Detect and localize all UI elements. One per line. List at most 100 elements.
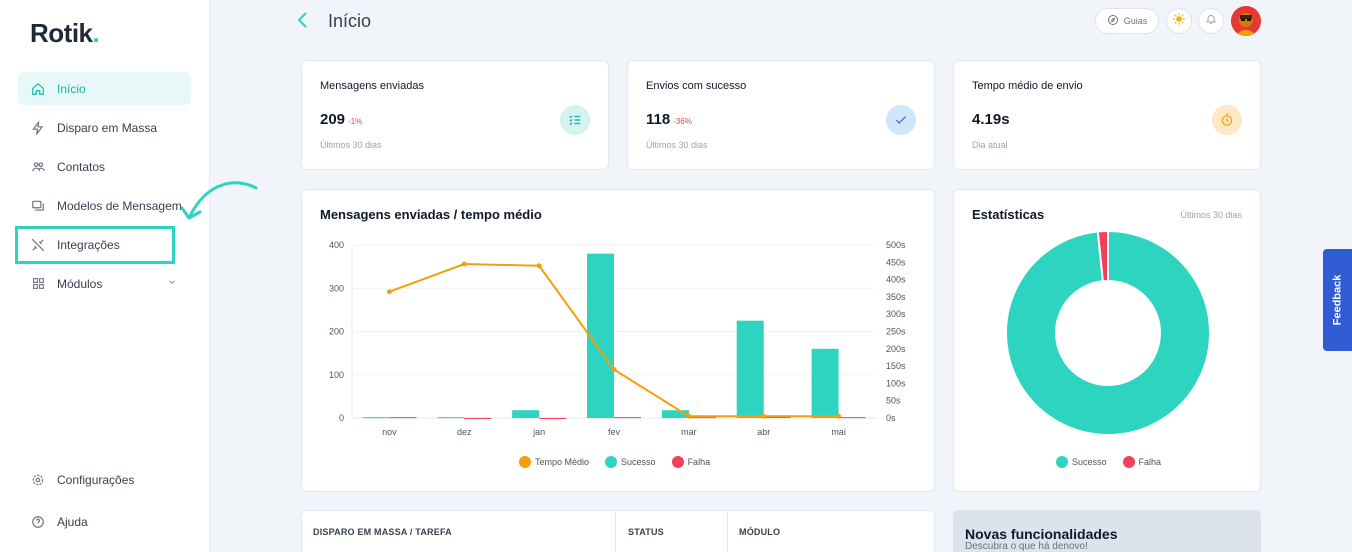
sidebar-item-inicio[interactable]: Início — [18, 72, 191, 105]
stat-value: 4.19s — [972, 111, 1010, 128]
list-check-icon — [560, 105, 590, 135]
stat-sub: Últimos 30 dias — [320, 140, 382, 150]
point-tempo-medio — [536, 263, 542, 269]
bar-falha — [389, 417, 417, 419]
sidebar-item-modelos[interactable]: Modelos de Mensagem — [18, 189, 191, 222]
stat-sub: Últimos 30 dias — [646, 140, 708, 150]
stat-card-tempo: Tempo médio de envio 4.19s Dia atual — [953, 60, 1261, 170]
sidebar-item-label: Contatos — [57, 159, 106, 174]
home-icon — [30, 81, 46, 97]
chart-card-estatisticas: Estatísticas Últimos 30 dias Sucesso Fal… — [953, 189, 1261, 492]
y-left-tick-label: 100 — [329, 370, 344, 380]
chart-card-mensagens: Mensagens enviadas / tempo médio 0 100 200… — [301, 189, 935, 492]
sidebar: Rotik. Início Disparo em Massa Contatos … — [0, 0, 210, 552]
x-tick-label: nov — [382, 427, 397, 437]
tasks-table — [301, 510, 935, 552]
bar-falha — [539, 418, 567, 419]
grid-icon — [30, 276, 46, 292]
sidebar-item-integracoes[interactable]: Integrações — [18, 228, 191, 261]
feedback-button[interactable]: Feedback — [1323, 249, 1352, 351]
bar-sucesso — [736, 320, 764, 418]
y-right-tick-label: 200s — [886, 344, 906, 354]
legend-item[interactable]: Falha — [671, 456, 710, 468]
y-right-tick-label: 350s — [886, 292, 906, 302]
sidebar-item-label: Integrações — [57, 237, 120, 252]
donut-slice-sucesso — [1005, 230, 1211, 436]
stat-value: 209 -1% — [320, 111, 363, 128]
sidebar-item-label: Início — [57, 81, 86, 96]
table-header-tarefa[interactable]: DISPARO EM MASSA / TAREFA — [313, 527, 452, 537]
donut-chart — [1005, 230, 1211, 436]
stat-sub: Dia atual — [972, 140, 1008, 150]
sidebar-item-ajuda[interactable]: Ajuda — [18, 505, 191, 538]
legend-item[interactable]: Sucesso — [1056, 456, 1107, 468]
avatar[interactable] — [1231, 6, 1261, 36]
y-right-tick-label: 500s — [886, 240, 906, 250]
point-tempo-medio — [611, 367, 617, 373]
bar-falha — [614, 417, 641, 419]
stat-value: 118 -36% — [646, 111, 692, 128]
y-right-tick-label: 0s — [886, 413, 896, 423]
annotation-arrow — [180, 181, 258, 220]
bar-sucesso — [512, 410, 540, 418]
bar-falha — [688, 417, 716, 419]
y-right-tick-label: 300s — [886, 309, 906, 319]
stat-title: Tempo médio de envio — [972, 80, 1083, 92]
y-right-tick-label: 450s — [886, 257, 906, 267]
news-title: Novas funcionalidades — [965, 526, 1118, 542]
legend-item[interactable]: Tempo Médio — [519, 456, 589, 468]
news-card[interactable]: Novas funcionalidades Descubra o que há … — [953, 510, 1261, 552]
sidebar-item-modulos[interactable]: Módulos — [18, 267, 191, 300]
y-right-tick-label: 250s — [886, 327, 906, 337]
lightning-icon — [30, 120, 46, 136]
sidebar-item-label: Configurações — [57, 472, 135, 487]
sun-icon — [1172, 12, 1186, 31]
integracoes-highlight — [15, 226, 175, 264]
bar-sucesso — [587, 253, 614, 418]
x-tick-label: dez — [457, 427, 472, 437]
table-header-status[interactable]: STATUS — [628, 527, 664, 537]
stopwatch-icon — [1212, 105, 1242, 135]
sidebar-item-label: Disparo em Massa — [57, 120, 158, 135]
theme-toggle-button[interactable] — [1166, 8, 1192, 34]
y-right-tick-label: 150s — [886, 361, 906, 371]
news-subtitle: Descubra o que há denovo! — [965, 541, 1088, 552]
contacts-icon — [30, 159, 46, 175]
table-header-modulo[interactable]: MÓDULO — [739, 527, 781, 537]
page-title: Início — [328, 11, 372, 31]
legend-item[interactable]: Sucesso — [605, 456, 656, 468]
bar-sucesso — [811, 348, 839, 418]
point-tempo-medio — [686, 413, 692, 419]
y-left-tick-label: 200 — [329, 327, 344, 337]
x-tick-label: jan — [532, 427, 545, 437]
stat-title: Envios com sucesso — [646, 80, 747, 92]
combo-chart: 0 100 200 300 400 0s 50s 100s 150s 200s 250s 300s 35… — [329, 240, 906, 437]
sidebar-item-label: Módulos — [57, 276, 103, 291]
legend-item[interactable]: Falha — [1122, 456, 1161, 468]
point-tempo-medio — [761, 413, 767, 419]
notifications-button[interactable] — [1198, 8, 1224, 34]
bar-falha — [464, 418, 492, 419]
chart-legend: Tempo Médio Sucesso Falha — [519, 456, 710, 468]
point-tempo-medio — [836, 413, 842, 419]
check-icon — [886, 105, 916, 135]
point-tempo-medio — [386, 289, 392, 295]
bar-sucesso — [437, 417, 465, 419]
y-left-tick-label: 300 — [329, 283, 344, 293]
sidebar-item-configuracoes[interactable]: Configurações — [18, 463, 191, 496]
chart-subtitle: Últimos 30 dias — [1180, 210, 1242, 220]
sidebar-item-label: Ajuda — [57, 514, 88, 529]
y-right-tick-label: 400s — [886, 275, 906, 285]
bell-icon — [1205, 12, 1217, 30]
chevron-down-icon — [167, 276, 177, 290]
app-logo[interactable]: Rotik. — [30, 18, 100, 48]
stat-card-sucesso: Envios com sucesso 118 -36% Últimos 30 di… — [627, 60, 935, 170]
x-tick-label: mai — [831, 427, 846, 437]
sidebar-item-contatos[interactable]: Contatos — [18, 150, 191, 183]
chart-title: Mensagens enviadas / tempo médio — [320, 207, 542, 222]
back-icon[interactable] — [296, 10, 310, 36]
sidebar-item-disparo[interactable]: Disparo em Massa — [18, 111, 191, 144]
stat-title: Mensagens enviadas — [320, 80, 424, 92]
compass-icon — [1107, 14, 1119, 28]
guides-button[interactable]: Guias — [1095, 8, 1159, 34]
